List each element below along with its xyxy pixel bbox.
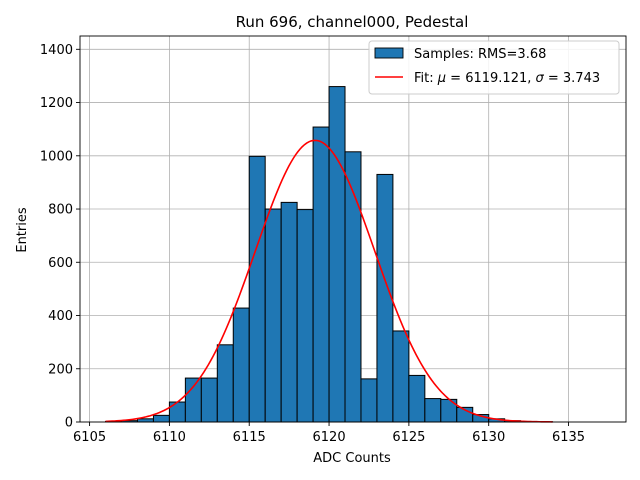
x-tick-label: 6130	[472, 430, 505, 445]
plot-frame	[79, 35, 627, 423]
legend-fit-mu-symbol: μ	[437, 71, 446, 86]
legend-fit-prefix: Fit:	[414, 71, 438, 86]
x-tick-label: 6115	[233, 430, 266, 445]
x-axis-label: ADC Counts	[313, 451, 391, 466]
x-tick-label: 6125	[392, 430, 425, 445]
histogram-bars	[105, 86, 554, 423]
y-tick-label: 1000	[40, 149, 73, 164]
legend-box	[368, 40, 620, 95]
fit-curve	[105, 139, 553, 423]
histogram-bar	[424, 398, 442, 423]
histogram-bar	[280, 201, 298, 423]
legend-fit-mu-value: = 6119.121,	[446, 71, 535, 86]
x-tick-label: 6120	[313, 430, 346, 445]
chart-title: Run 696, channel000, Pedestal	[236, 13, 469, 31]
y-tick-label: 800	[48, 203, 73, 218]
x-axis-ticks: 6105 6110 6115 6120 6125 6130 6135	[73, 422, 585, 445]
y-axis-ticks: 0 200 400 600 800 1000 1200 1400	[40, 43, 80, 431]
legend-fit-sigma-value: = 3.743	[544, 71, 600, 86]
histogram-bar	[360, 378, 378, 423]
histogram-bar	[328, 86, 346, 423]
y-tick-label: 400	[48, 309, 73, 324]
y-tick-label: 1200	[40, 96, 73, 111]
y-tick-label: 0	[65, 416, 73, 431]
histogram-bar	[408, 374, 426, 423]
histogram-bar	[232, 307, 250, 423]
histogram-bar	[392, 330, 410, 423]
histogram-bar	[376, 173, 394, 423]
y-tick-label: 1400	[40, 43, 73, 58]
histogram-bar	[216, 344, 234, 423]
histogram-bar	[264, 208, 282, 423]
y-tick-label: 200	[48, 362, 73, 377]
histogram-bar	[152, 414, 170, 423]
histogram-bar	[136, 418, 154, 423]
x-tick-label: 6110	[153, 430, 186, 445]
y-axis-label: Entries	[15, 207, 30, 253]
x-tick-label: 6135	[552, 430, 585, 445]
legend-fit-sigma-symbol: σ	[536, 71, 545, 86]
histogram-bar	[184, 377, 202, 423]
histogram-bar	[168, 401, 186, 423]
histogram-bar	[312, 126, 330, 423]
x-tick-label: 6105	[73, 430, 106, 445]
histogram-bar	[200, 377, 218, 423]
legend: Samples: RMS=3.68 Fit: μ = 6119.121, σ =…	[368, 40, 620, 95]
histogram-bar	[296, 209, 314, 423]
legend-histogram-swatch	[374, 47, 404, 59]
histogram-bar	[248, 155, 266, 423]
legend-fit-label: Fit: μ = 6119.121, σ = 3.743	[414, 71, 600, 86]
y-tick-label: 600	[48, 256, 73, 271]
legend-histogram-label: Samples: RMS=3.68	[414, 47, 546, 62]
